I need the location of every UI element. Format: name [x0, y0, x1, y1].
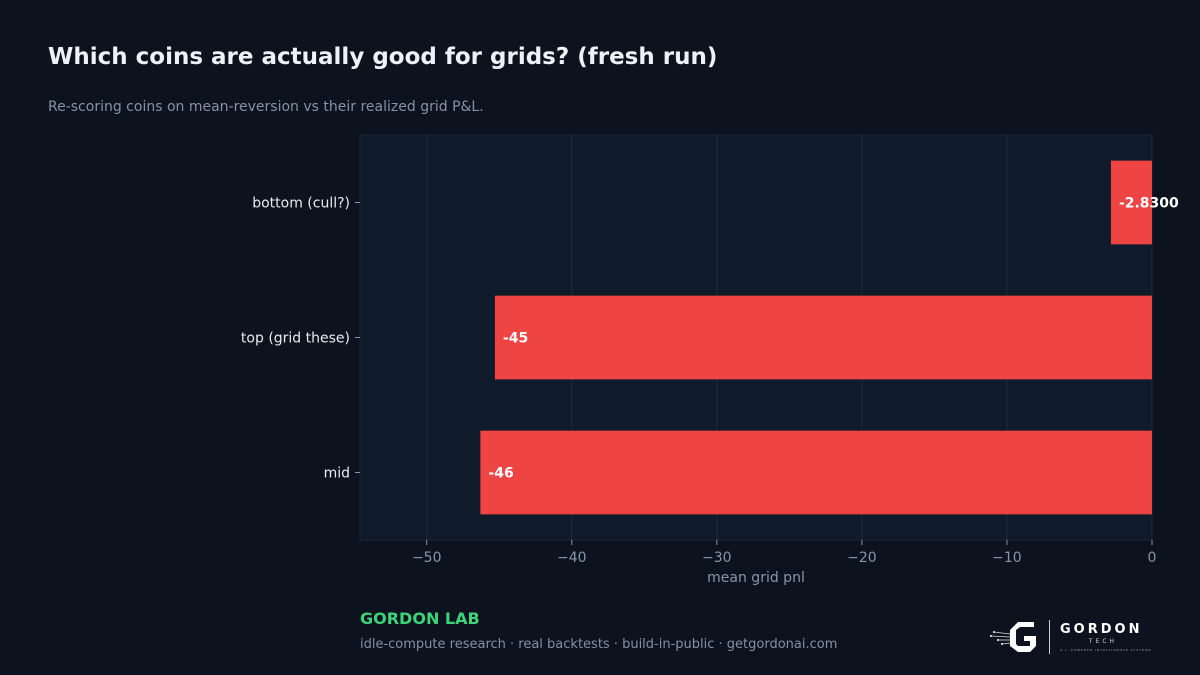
data-label: -45: [503, 331, 528, 347]
x-tick-label: −30: [702, 550, 732, 566]
bar: [480, 430, 1152, 515]
bar: [494, 295, 1152, 380]
x-tick-label: −40: [557, 550, 587, 566]
category-label: top (grid these): [241, 331, 350, 347]
x-axis-label: mean grid pnl: [707, 570, 805, 586]
logo-wordmark: GORDON: [1060, 622, 1143, 637]
x-tick-label: −50: [412, 550, 442, 566]
category-label: bottom (cull?): [252, 196, 350, 212]
chart-subtitle: Re-scoring coins on mean-reversion vs th…: [48, 99, 484, 115]
logo-divider: [1049, 620, 1050, 654]
x-tick-label: 0: [1148, 550, 1157, 566]
category-label: mid: [324, 466, 350, 482]
x-tick-label: −10: [992, 550, 1022, 566]
logo-subtitle: TECH: [1088, 638, 1118, 645]
gordon-g-circuit-icon: [989, 622, 1036, 652]
bar: [1110, 160, 1152, 245]
logo-caption: A.I.-POWERED INTELLIGENCE SYSTEMS: [1060, 648, 1152, 652]
data-label: -46: [488, 466, 513, 482]
x-tick-label: −20: [847, 550, 877, 566]
footer-tagline: idle-compute research · real backtests ·…: [360, 637, 838, 652]
chart-title: Which coins are actually good for grids?…: [48, 44, 718, 70]
brand-name: GORDON LAB: [360, 609, 480, 628]
gordon-tech-logo: GORDON TECH A.I.-POWERED INTELLIGENCE SY…: [988, 616, 1152, 658]
data-label: -2.8300: [1119, 196, 1179, 212]
